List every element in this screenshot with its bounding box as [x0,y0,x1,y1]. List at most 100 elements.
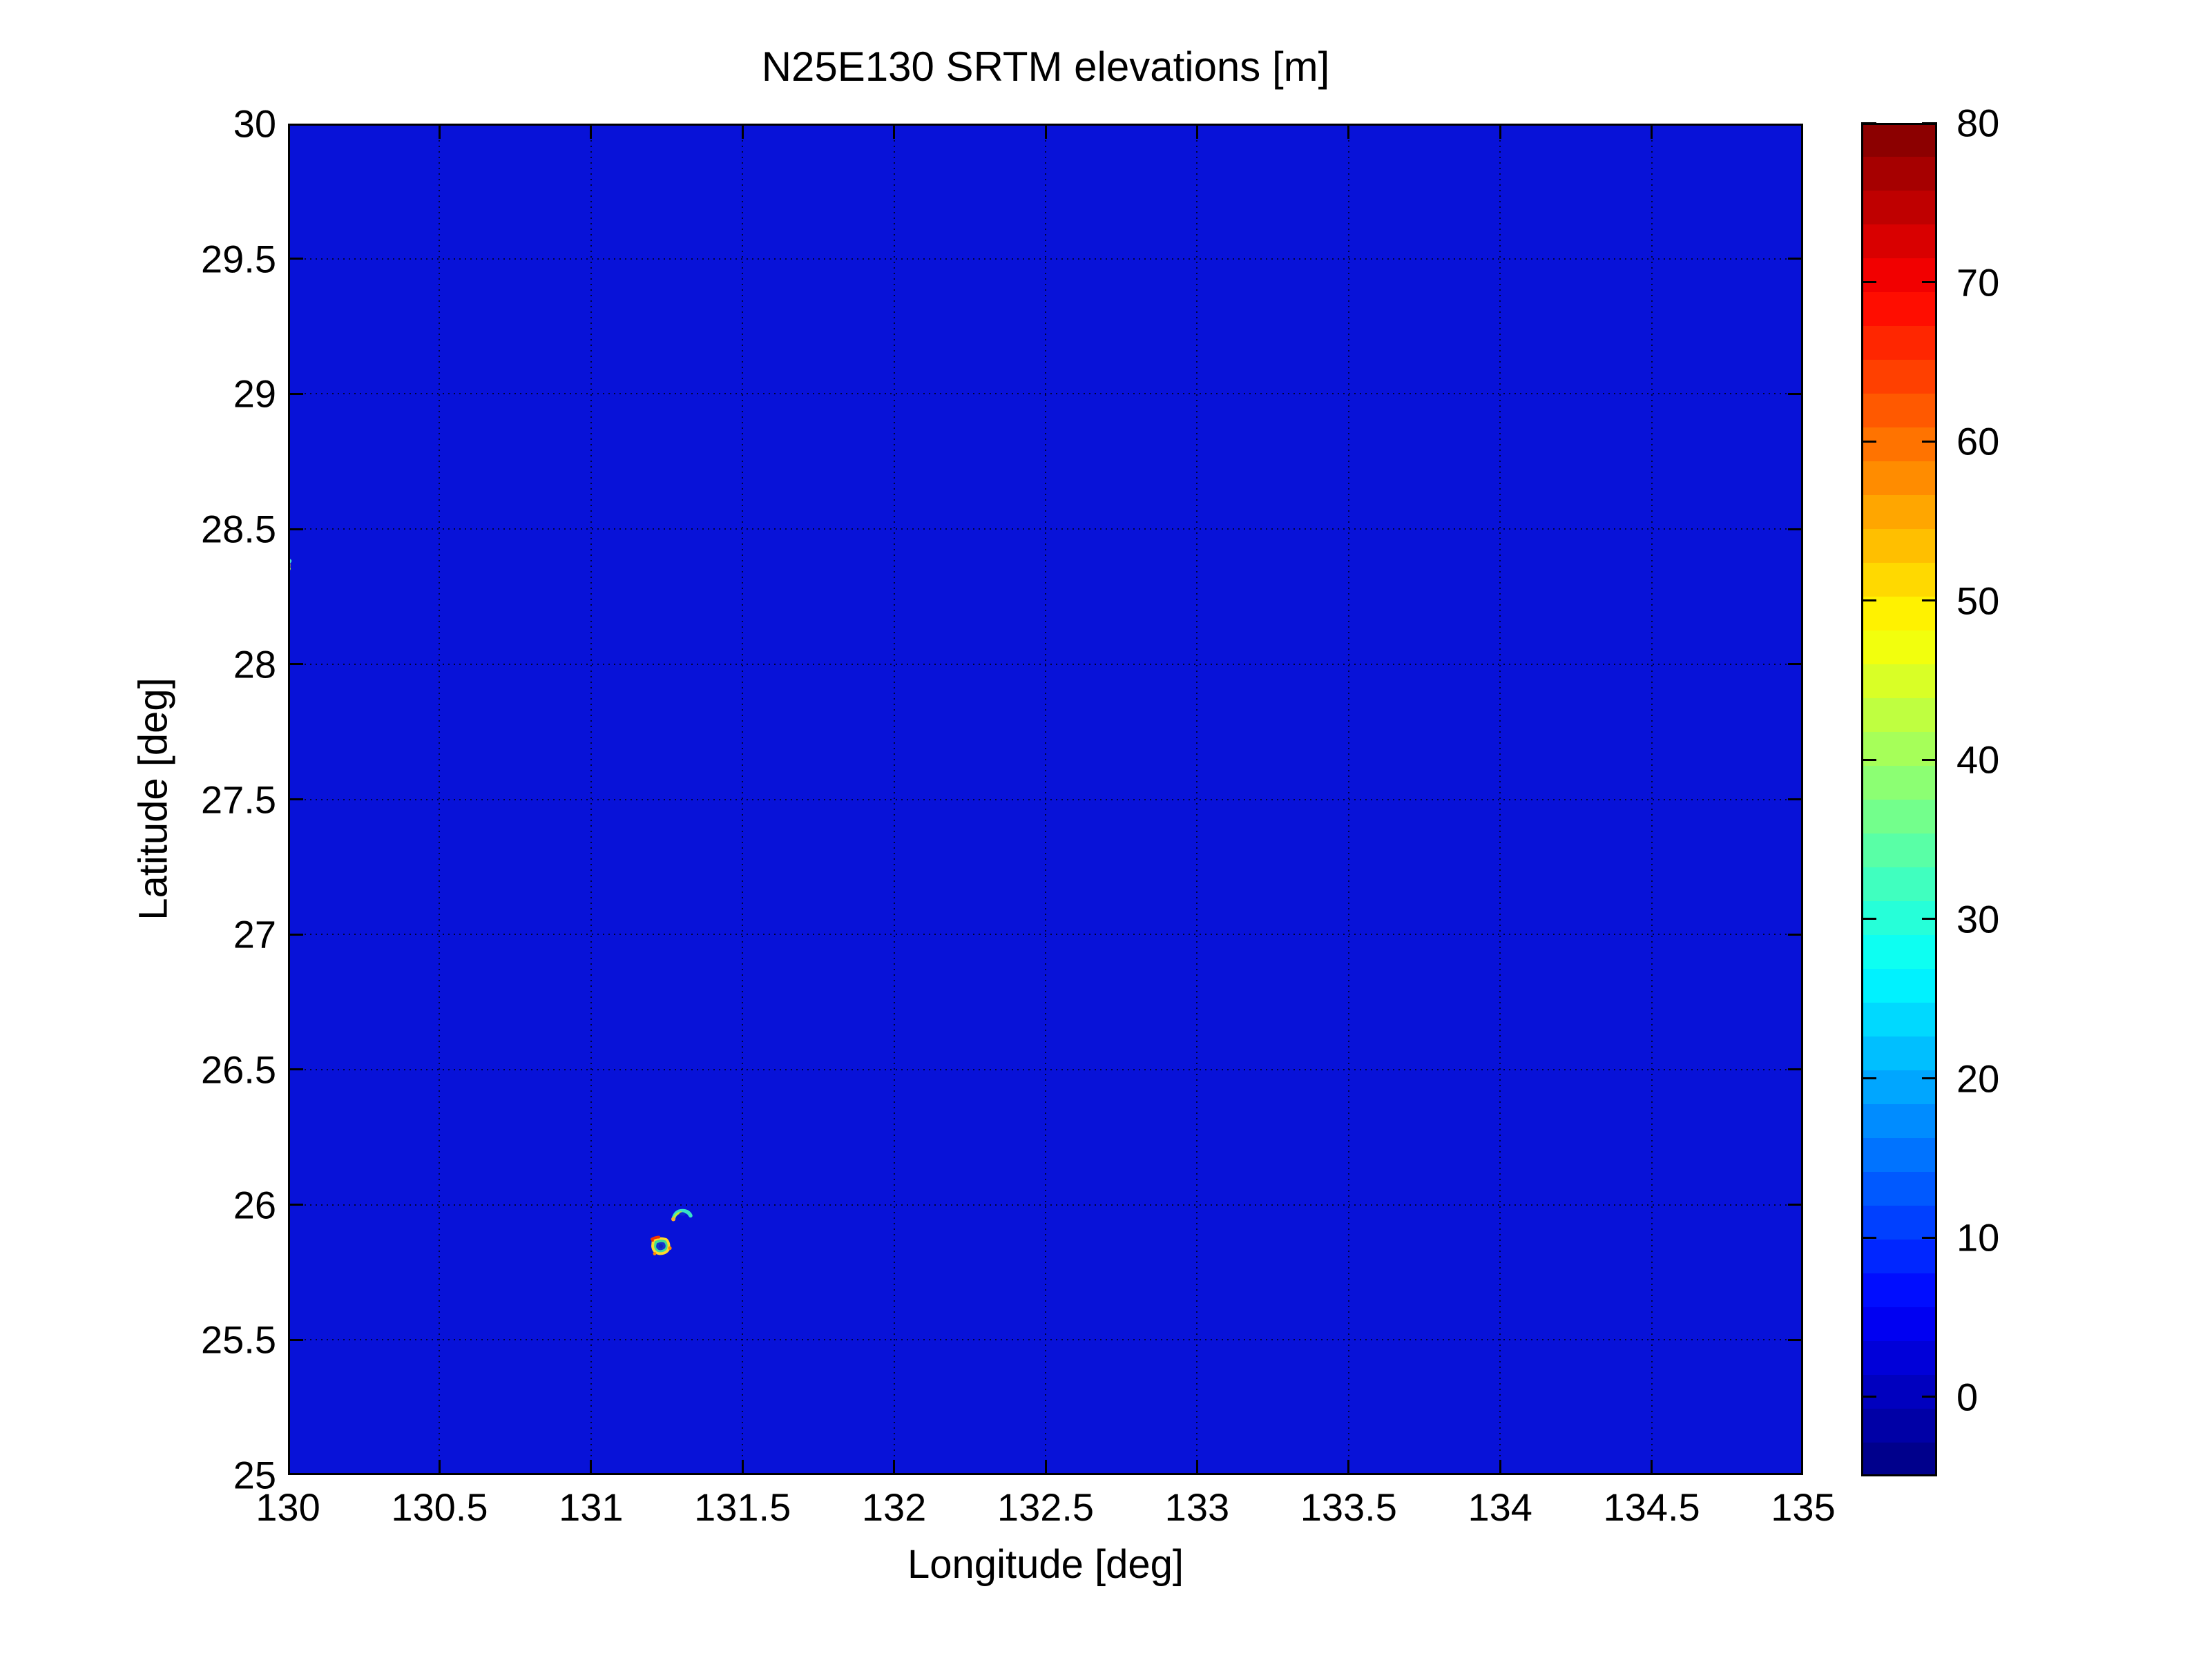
colorbar-tick-left [1861,1396,1876,1398]
y-tick-label: 29.5 [201,237,276,281]
colorbar-tick-label: 80 [1956,101,2000,145]
colorbar-tick-left [1861,918,1876,920]
gridline-horizontal [288,663,1803,665]
colorbar-tick-label: 50 [1956,579,2000,623]
x-tick-label: 132.5 [997,1485,1095,1529]
axis-tick-right [1788,1474,1803,1475]
colorbar-tick-label: 60 [1956,419,2000,463]
x-tick-label: 133 [1164,1485,1230,1529]
axis-tick-top [1499,124,1501,139]
island-islet-crescent [667,1205,696,1232]
gridline-horizontal [288,934,1803,936]
axis-tick-bottom [438,1460,441,1475]
axis-tick-right [1788,1068,1803,1071]
axis-tick-top [893,124,896,139]
axis-tick-right [1788,392,1803,395]
axis-tick-left [288,663,303,666]
colorbar-tick-left [1861,1236,1876,1239]
axis-tick-bottom [1347,1460,1350,1475]
axis-tick-bottom [741,1460,744,1475]
axis-tick-top [1651,124,1653,139]
axis-tick-right [1788,1338,1803,1341]
y-tick-label: 26.5 [201,1048,276,1092]
gridline-horizontal [288,1068,1803,1070]
gridline-horizontal [288,258,1803,260]
colorbar-tick-right [1922,758,1937,761]
plot-title: N25E130 SRTM elevations [m] [761,44,1330,90]
axis-tick-left [288,1068,303,1071]
axis-tick-left [288,1474,303,1475]
axis-tick-right [1788,1204,1803,1206]
x-tick-label: 132 [861,1485,927,1529]
x-tick-label: 131 [559,1485,624,1529]
colorbar-tick-right [1922,918,1937,920]
axis-tick-right [1788,124,1803,125]
gridline-horizontal [288,798,1803,800]
colorbar-tick-left [1861,440,1876,443]
colorbar-tick-right [1922,1236,1937,1239]
colorbar-tick-right [1922,1077,1937,1080]
island-islet-rim [645,1232,677,1264]
axis-tick-right [1788,528,1803,530]
axis-tick-right [1788,663,1803,666]
axis-tick-bottom [590,1460,593,1475]
y-tick-label: 25.5 [201,1318,276,1362]
axis-tick-top [1802,124,1803,139]
axis-tick-bottom [1651,1460,1653,1475]
x-tick-label: 134.5 [1603,1485,1700,1529]
colorbar-tick-label: 40 [1956,738,2000,782]
axis-tick-top [1347,124,1350,139]
colorbar-tick-label: 10 [1956,1215,2000,1260]
axis-tick-right [1788,798,1803,800]
axis-tick-left [288,1338,303,1341]
axis-tick-bottom [288,1460,289,1475]
axis-tick-left [288,258,303,260]
x-tick-label: 134 [1468,1485,1532,1529]
axis-tick-left [288,798,303,800]
colorbar-tick-right [1922,599,1937,602]
axis-tick-bottom [1499,1460,1501,1475]
axis-tick-top [288,124,289,139]
gridline-horizontal [288,1204,1803,1206]
y-tick-label: 30 [233,102,276,146]
gridline-horizontal [288,528,1803,530]
x-tick-label: 135 [1771,1485,1836,1529]
colorbar-tick-label: 70 [1956,260,2000,305]
y-tick-label: 29 [233,372,276,416]
axis-tick-bottom [893,1460,896,1475]
axis-tick-left [288,1204,303,1206]
gridline-horizontal [288,1339,1803,1341]
colorbar-tick-right [1922,281,1937,284]
colorbar-tick-left [1861,599,1876,602]
axis-tick-left [288,933,303,936]
x-tick-label: 133.5 [1300,1485,1397,1529]
axis-tick-left [288,124,303,125]
x-tick-label: 130.5 [391,1485,488,1529]
axis-tick-bottom [1802,1460,1803,1475]
colorbar-tick-right [1922,1396,1937,1398]
colorbar-tick-left [1861,281,1876,284]
colorbar-tick-label: 0 [1956,1375,1979,1419]
axis-tick-top [590,124,593,139]
colorbar-tick-right [1922,440,1937,443]
axis-tick-left [288,392,303,395]
colorbar-tick-label: 20 [1956,1057,2000,1101]
island-west-edge-speck [288,555,298,578]
colorbar-tick-left [1861,1077,1876,1080]
axis-tick-top [1044,124,1047,139]
colorbar-tick-left [1861,122,1876,124]
y-tick-label: 27 [233,912,276,956]
y-tick-label: 27.5 [201,778,276,821]
axis-tick-bottom [1195,1460,1198,1475]
gridline-horizontal [288,393,1803,395]
colorbar [1861,122,1937,1476]
axis-tick-right [1788,933,1803,936]
axis-tick-left [288,528,303,530]
colorbar-tick-label: 30 [1956,897,2000,941]
colorbar-tick-right [1922,122,1937,124]
y-tick-label: 25 [233,1453,276,1497]
colorbar-tick-left [1861,758,1876,761]
y-tick-label: 26 [233,1183,276,1227]
y-tick-label: 28 [233,642,276,686]
